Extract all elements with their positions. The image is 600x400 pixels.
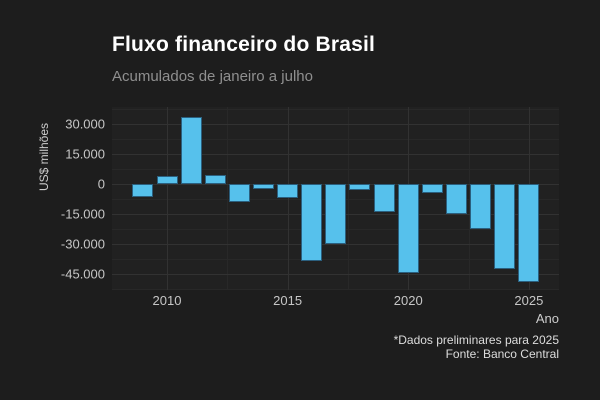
bar-2020	[397, 183, 419, 274]
x-major-gridline	[287, 107, 289, 290]
bar-2016	[301, 183, 323, 262]
y-minor-gridline	[112, 288, 559, 290]
y-axis-title: US$ milhões	[37, 122, 51, 192]
bar-2010	[156, 175, 178, 184]
bar-2022	[445, 183, 467, 215]
y-tick-label: 0	[97, 176, 105, 192]
y-minor-gridline	[112, 168, 559, 170]
bar-2017	[325, 183, 347, 245]
x-tick-label: 2020	[393, 293, 423, 308]
bar-2015	[277, 183, 299, 199]
chart-title: Fluxo financeiro do Brasil	[112, 33, 376, 56]
footnote-source: Fonte: Banco Central	[445, 347, 559, 361]
bar-2018	[349, 183, 371, 190]
x-tick-label: 2025	[514, 293, 544, 308]
x-tick-label: 2015	[273, 293, 303, 308]
bar-2023	[470, 183, 492, 229]
x-minor-gridline	[468, 107, 470, 290]
y-minor-gridline	[112, 138, 559, 140]
bar-2012	[204, 174, 226, 184]
y-tick-label: 15.000	[65, 146, 105, 162]
y-major-gridline	[112, 153, 559, 155]
y-tick-label: -30.000	[60, 236, 105, 252]
y-major-gridline	[112, 123, 559, 125]
y-minor-gridline	[112, 108, 559, 110]
bar-2019	[373, 183, 395, 213]
bar-2021	[421, 183, 443, 194]
x-minor-gridline	[347, 107, 349, 290]
bar-2024	[494, 183, 516, 270]
chart-subtitle: Acumulados de janeiro a julho	[112, 68, 313, 85]
x-major-gridline	[167, 107, 168, 290]
bar-2014	[252, 183, 274, 190]
y-tick-label: 30.000	[65, 116, 105, 132]
footnote-preliminary: *Dados preliminares para 2025	[393, 333, 559, 347]
bar-2025	[518, 183, 540, 282]
x-tick-label: 2010	[152, 293, 182, 308]
y-tick-label: -45.000	[60, 266, 105, 282]
bar-2013	[228, 183, 250, 202]
bar-2009	[132, 183, 154, 198]
plot-area	[112, 107, 559, 290]
bar-2011	[180, 116, 202, 184]
x-axis-title: Ano	[535, 311, 559, 326]
y-minor-gridline	[112, 258, 559, 260]
footnote-block: *Dados preliminares para 2025 Fonte: Ban…	[394, 333, 559, 361]
x-minor-gridline	[227, 107, 229, 290]
y-tick-label: -15.000	[60, 206, 105, 222]
y-major-gridline	[112, 273, 559, 275]
